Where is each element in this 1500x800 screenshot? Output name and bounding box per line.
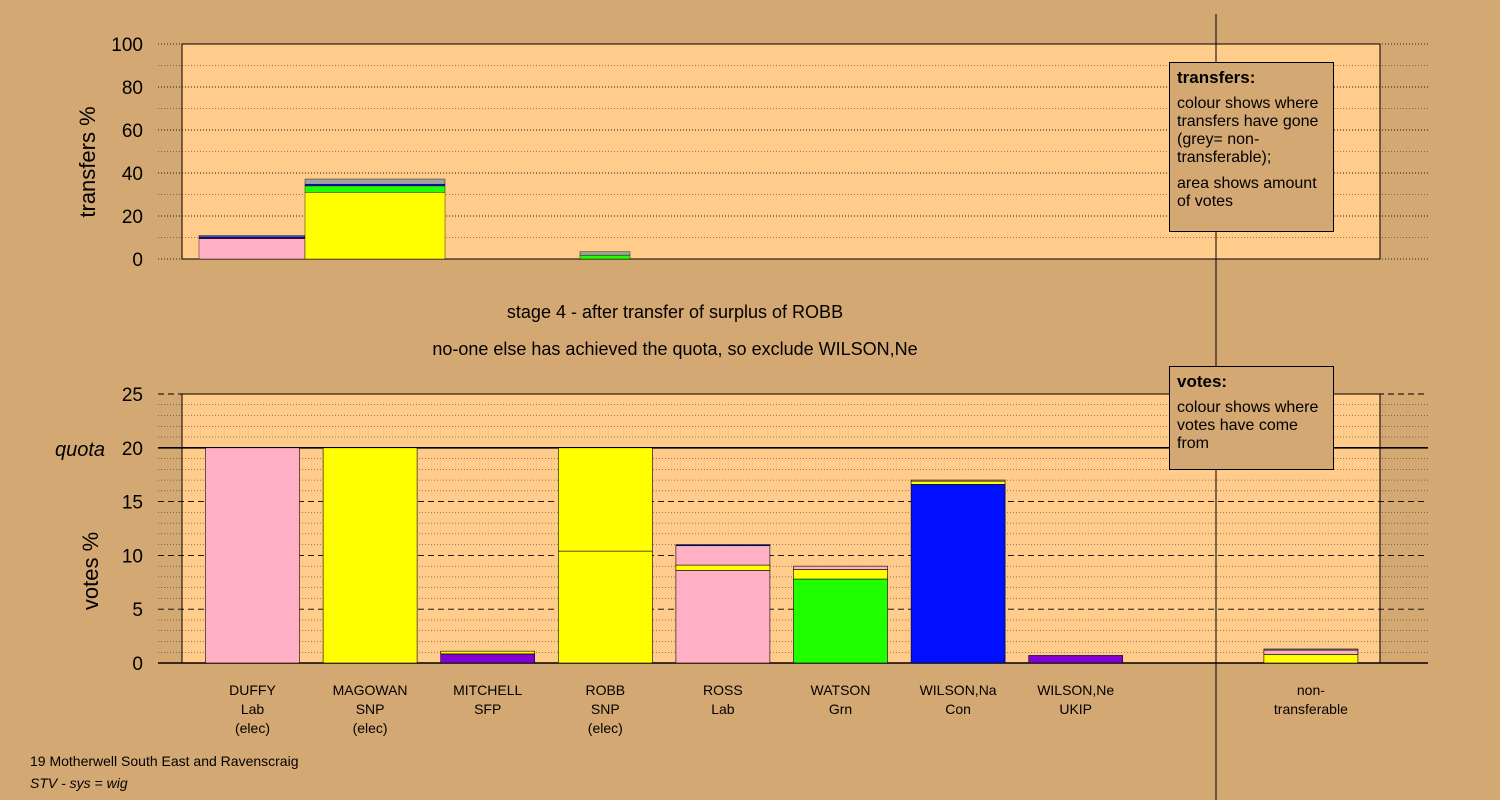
transfer-segment bbox=[304, 183, 446, 187]
transfer-segment bbox=[198, 238, 306, 260]
footer-system: STV - sys = wig bbox=[30, 775, 128, 791]
votes-y-tick-label: 20 bbox=[122, 439, 143, 460]
transfer-segment bbox=[304, 178, 446, 185]
quota-label: quota bbox=[55, 439, 105, 461]
candidate-label: DUFFY bbox=[229, 682, 276, 698]
candidate-label: transferable bbox=[1274, 701, 1348, 717]
vote-segment bbox=[793, 565, 888, 570]
vote-segment bbox=[675, 544, 771, 547]
transfers-y-tick-label: 20 bbox=[122, 207, 143, 228]
candidate-label: Lab bbox=[711, 701, 735, 717]
vote-segment bbox=[557, 447, 653, 552]
transfer-segment bbox=[198, 235, 306, 237]
vote-segment bbox=[793, 569, 888, 580]
votes-legend: votes: colour shows where votes have com… bbox=[1169, 366, 1334, 470]
vote-segment bbox=[440, 650, 536, 655]
transfers-legend-title: transfers: bbox=[1177, 68, 1256, 87]
vote-segment bbox=[322, 447, 418, 664]
candidate-label: UKIP bbox=[1059, 701, 1092, 717]
vote-segment bbox=[910, 484, 1006, 664]
vote-segment bbox=[675, 545, 771, 566]
transfer-segment bbox=[579, 251, 631, 256]
candidate-label: MAGOWAN bbox=[333, 682, 408, 698]
vote-segment bbox=[557, 550, 653, 664]
vote-segment bbox=[1028, 655, 1123, 664]
candidate-label: (elec) bbox=[588, 720, 623, 736]
candidate-label: SFP bbox=[474, 701, 501, 717]
candidate-label: Con bbox=[945, 701, 971, 717]
candidate-label: MITCHELL bbox=[453, 682, 522, 698]
votes-legend-text: colour shows where votes have come from bbox=[1177, 399, 1319, 452]
vote-segment bbox=[1263, 648, 1359, 651]
vote-segment bbox=[793, 578, 888, 664]
candidate-label: (elec) bbox=[353, 720, 388, 736]
transfers-y-axis-label: transfers % bbox=[75, 106, 100, 217]
vote-segment bbox=[1263, 654, 1359, 664]
votes-legend-title: votes: bbox=[1177, 372, 1228, 391]
transfer-segment bbox=[304, 185, 446, 193]
transfers-y-tick-label: 60 bbox=[122, 121, 143, 142]
votes-y-tick-label: 25 bbox=[122, 385, 143, 406]
votes-y-tick-label: 15 bbox=[122, 493, 143, 514]
vote-segment bbox=[440, 653, 536, 664]
transfers-legend-text-1: colour shows where transfers have gone (… bbox=[1177, 95, 1319, 166]
vote-segment bbox=[675, 570, 771, 664]
votes-y-tick-label: 5 bbox=[132, 600, 143, 621]
candidate-label: WILSON,Ne bbox=[1037, 682, 1114, 698]
candidate-label: (elec) bbox=[235, 720, 270, 736]
stage-title: stage 4 - after transfer of surplus of R… bbox=[507, 302, 843, 322]
candidate-label: Grn bbox=[829, 701, 852, 717]
candidate-label: Lab bbox=[241, 701, 265, 717]
transfer-segment bbox=[304, 192, 446, 260]
vote-segment bbox=[1263, 649, 1359, 655]
stage-subtitle: no-one else has achieved the quota, so e… bbox=[432, 339, 917, 359]
candidate-label: ROBB bbox=[585, 682, 625, 698]
candidate-label: WILSON,Na bbox=[920, 682, 997, 698]
footer-constituency: 19 Motherwell South East and Ravenscraig bbox=[30, 753, 298, 769]
transfers-legend: transfers: colour shows where transfers … bbox=[1169, 62, 1334, 232]
candidate-label: SNP bbox=[591, 701, 620, 717]
votes-y-tick-label: 10 bbox=[122, 546, 143, 567]
vote-segment bbox=[205, 447, 300, 664]
candidate-label: SNP bbox=[356, 701, 385, 717]
votes-y-axis-label: votes % bbox=[78, 532, 103, 610]
vote-segment bbox=[910, 480, 1006, 485]
transfers-y-tick-label: 0 bbox=[132, 250, 143, 271]
candidate-label: ROSS bbox=[703, 682, 743, 698]
transfers-y-tick-label: 40 bbox=[122, 164, 143, 185]
candidate-label: WATSON bbox=[811, 682, 871, 698]
candidate-label: non- bbox=[1297, 682, 1325, 698]
transfers-legend-text-2: area shows amount of votes bbox=[1177, 175, 1317, 210]
vote-segment bbox=[910, 479, 1006, 482]
transfer-segment bbox=[579, 254, 631, 260]
transfers-y-tick-label: 100 bbox=[111, 35, 143, 56]
votes-y-tick-label: 0 bbox=[132, 654, 143, 675]
transfers-y-tick-label: 80 bbox=[122, 78, 143, 99]
vote-segment bbox=[675, 564, 771, 571]
